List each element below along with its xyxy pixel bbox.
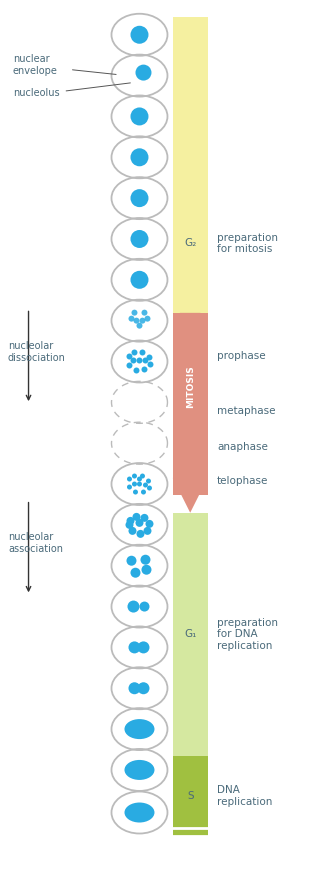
Ellipse shape [141, 367, 147, 373]
Text: nucleolar
association: nucleolar association [8, 533, 63, 554]
Ellipse shape [146, 479, 151, 483]
Ellipse shape [132, 349, 138, 355]
Ellipse shape [147, 486, 152, 490]
Ellipse shape [133, 489, 138, 494]
Ellipse shape [143, 482, 148, 488]
Ellipse shape [127, 485, 132, 489]
FancyArrow shape [173, 313, 208, 513]
Ellipse shape [126, 555, 137, 566]
Ellipse shape [126, 354, 133, 360]
Ellipse shape [140, 554, 151, 565]
Text: nucleolar
dissociation: nucleolar dissociation [8, 342, 66, 362]
Text: preparation
for DNA
replication: preparation for DNA replication [217, 618, 278, 651]
Text: G₂: G₂ [184, 238, 196, 249]
Text: DNA
replication: DNA replication [217, 786, 273, 806]
Ellipse shape [126, 521, 133, 529]
Text: anaphase: anaphase [217, 441, 268, 452]
Ellipse shape [139, 318, 146, 323]
Text: S: S [187, 791, 193, 801]
Ellipse shape [133, 513, 140, 521]
Ellipse shape [141, 565, 152, 574]
Ellipse shape [131, 567, 140, 578]
Ellipse shape [127, 600, 139, 613]
Ellipse shape [133, 318, 139, 323]
Ellipse shape [125, 760, 154, 780]
Bar [173, 756, 208, 836]
Ellipse shape [137, 481, 142, 487]
Ellipse shape [144, 527, 152, 535]
Ellipse shape [131, 108, 148, 125]
Ellipse shape [142, 357, 148, 363]
Ellipse shape [128, 641, 140, 653]
Ellipse shape [138, 641, 150, 653]
Ellipse shape [139, 601, 150, 612]
Bar [173, 17, 208, 313]
Text: nucleolus: nucleolus [13, 88, 59, 98]
Ellipse shape [146, 520, 153, 527]
Ellipse shape [127, 476, 132, 481]
Ellipse shape [125, 719, 154, 740]
Ellipse shape [131, 230, 148, 248]
Ellipse shape [141, 489, 146, 494]
Ellipse shape [132, 481, 137, 487]
Ellipse shape [140, 474, 145, 479]
Ellipse shape [133, 368, 139, 374]
Ellipse shape [140, 514, 148, 522]
Ellipse shape [139, 349, 146, 355]
Ellipse shape [132, 309, 138, 315]
Ellipse shape [132, 474, 137, 479]
Ellipse shape [125, 802, 154, 823]
Text: metaphase: metaphase [217, 406, 276, 416]
Text: nuclear
envelope: nuclear envelope [13, 55, 58, 76]
Ellipse shape [146, 355, 152, 361]
Ellipse shape [147, 362, 153, 368]
Ellipse shape [131, 189, 148, 207]
Ellipse shape [128, 315, 134, 322]
Ellipse shape [131, 271, 148, 289]
Ellipse shape [128, 527, 137, 535]
Ellipse shape [126, 362, 133, 368]
Bar [173, 313, 208, 495]
Ellipse shape [128, 682, 140, 694]
Ellipse shape [131, 149, 148, 166]
Ellipse shape [137, 322, 142, 328]
Ellipse shape [135, 64, 152, 81]
Ellipse shape [131, 26, 148, 43]
Ellipse shape [137, 476, 142, 481]
Text: preparation
for mitosis: preparation for mitosis [217, 233, 278, 254]
Text: G₁: G₁ [184, 629, 197, 640]
Bar [173, 513, 208, 756]
Ellipse shape [137, 357, 142, 363]
Ellipse shape [138, 682, 150, 694]
Ellipse shape [141, 309, 147, 315]
Text: MITOSIS: MITOSIS [186, 365, 195, 408]
Ellipse shape [135, 519, 144, 527]
Text: prophase: prophase [217, 351, 266, 362]
Ellipse shape [145, 315, 151, 322]
Ellipse shape [131, 357, 137, 363]
Ellipse shape [137, 530, 145, 538]
Text: telophase: telophase [217, 475, 268, 486]
Ellipse shape [126, 517, 134, 525]
